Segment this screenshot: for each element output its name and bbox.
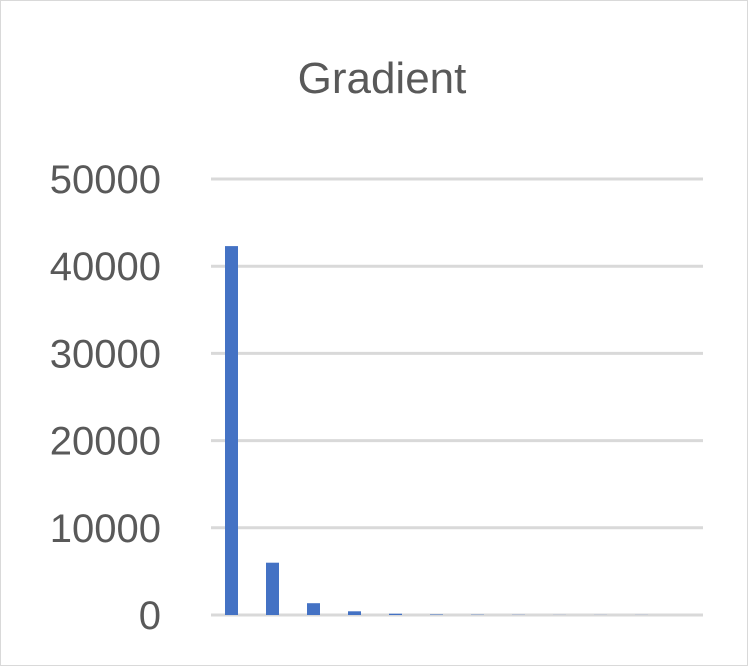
y-tick-label: 30000: [50, 332, 161, 376]
bars: [225, 246, 648, 615]
chart-title: Gradient: [298, 54, 467, 103]
bar: [348, 611, 361, 615]
bar: [225, 246, 238, 615]
gridlines: [211, 179, 703, 615]
y-tick-label: 40000: [50, 245, 161, 289]
bar: [389, 614, 402, 615]
y-tick-label: 20000: [50, 420, 161, 464]
y-tick-label: 50000: [50, 158, 161, 202]
bar: [266, 563, 279, 615]
y-tick-label: 10000: [50, 507, 161, 551]
bar: [430, 615, 443, 616]
y-axis-ticks: 0 10000 20000 30000 40000 50000: [50, 158, 161, 638]
y-tick-label: 0: [139, 594, 161, 638]
bar: [307, 603, 320, 615]
